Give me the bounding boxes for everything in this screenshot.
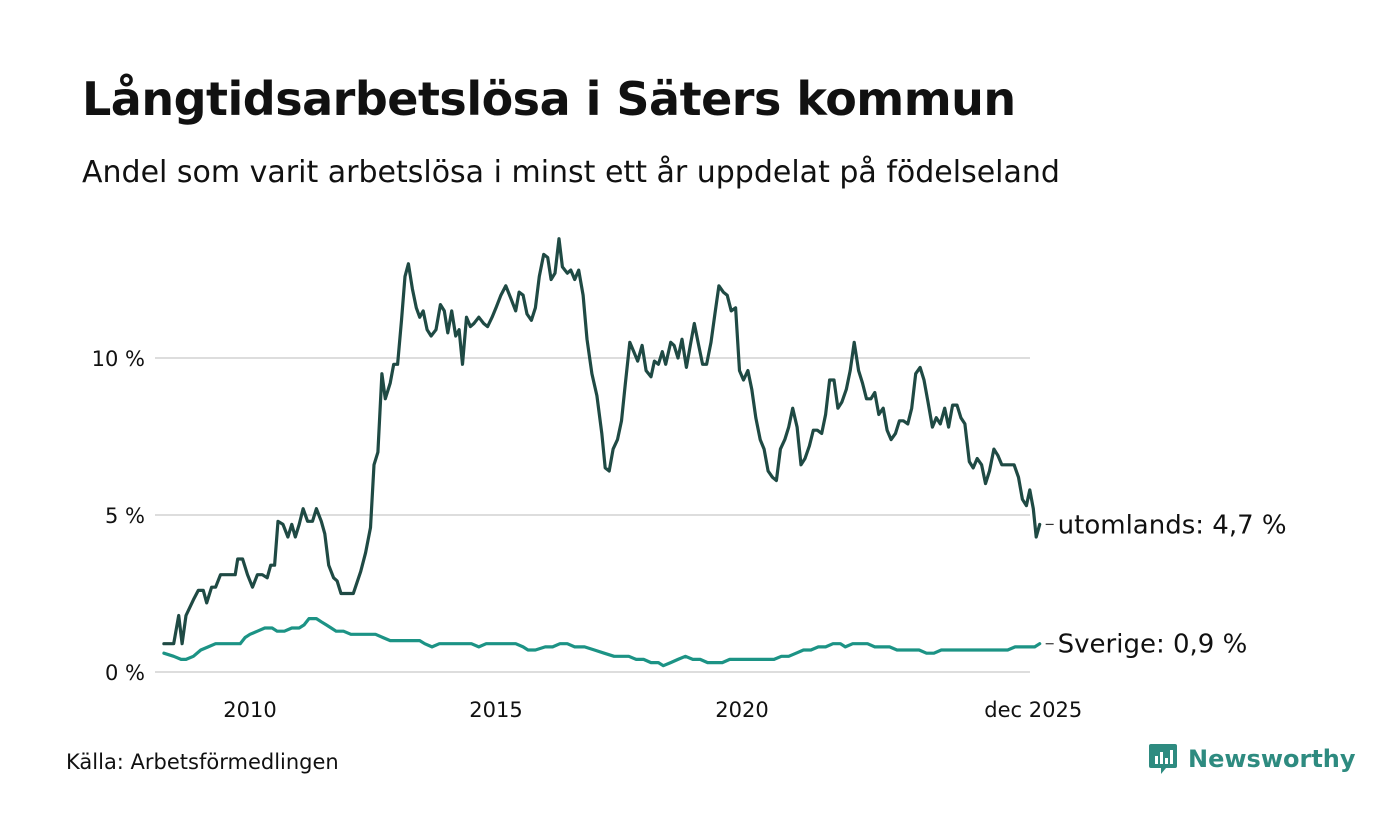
x-tick-label: 2010 bbox=[223, 698, 276, 722]
x-tick-label: 2015 bbox=[469, 698, 522, 722]
chart-subtitle: Andel som varit arbetslösa i minst ett å… bbox=[82, 155, 1060, 190]
y-tick-label: 10 % bbox=[92, 347, 145, 371]
brand-name: Newsworthy bbox=[1188, 745, 1356, 773]
y-tick-label: 0 % bbox=[105, 661, 145, 685]
source-note: Källa: Arbetsförmedlingen bbox=[66, 750, 339, 774]
brand-logo: Newsworthy bbox=[1148, 742, 1356, 776]
series-line-utomlands bbox=[162, 237, 1042, 646]
label-layer: 0 % 5 % 10 % 2010 2015 2020 dec 2025 utomlands:… bbox=[92, 347, 1287, 722]
x-tick-label: 2020 bbox=[715, 698, 768, 722]
end-label-utomlands: utomlands: 4,7 % bbox=[1058, 510, 1287, 540]
series-layer bbox=[162, 237, 1042, 668]
series-line-sverige bbox=[162, 617, 1042, 668]
x-tick-label: dec 2025 bbox=[984, 698, 1082, 722]
grid-layer bbox=[155, 357, 1030, 673]
end-label-sverige: Sverige: 0,9 % bbox=[1058, 630, 1248, 660]
y-tick-label: 5 % bbox=[105, 504, 145, 528]
newsworthy-icon bbox=[1149, 744, 1177, 774]
chart-title: Långtidsarbetslösa i Säters kommun bbox=[82, 72, 1016, 126]
